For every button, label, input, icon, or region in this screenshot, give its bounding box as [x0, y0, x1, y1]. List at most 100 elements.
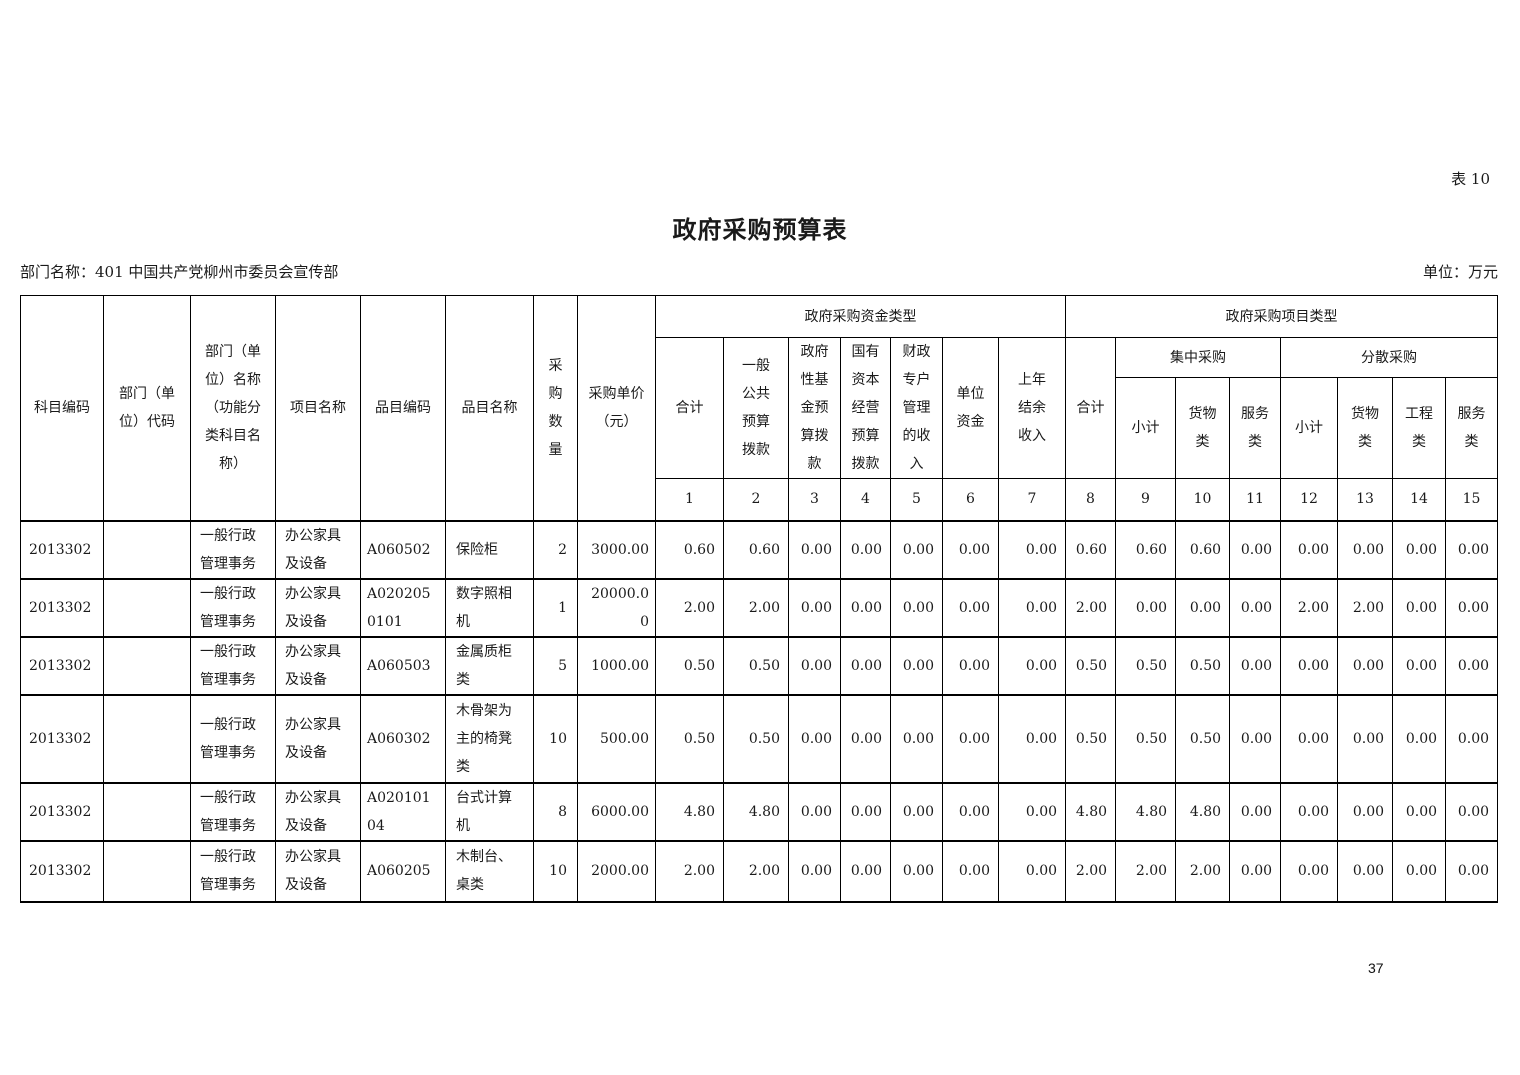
table-row: 2013302 一般行政管理事务 办公家具及设备 A060502 保险柜 2 3000.00…	[20, 519, 1499, 580]
table-cell: 0.00	[1445, 839, 1499, 903]
column-number: 1	[655, 478, 724, 522]
table-cell: 3000.00	[577, 519, 656, 580]
meta-row: 部门名称：401 中国共产党柳州市委员会宣传部 单位：万元	[20, 261, 1498, 282]
table-cell: 0.50	[1175, 693, 1231, 784]
table-cell: 0.00	[1115, 577, 1177, 638]
col-header-centralized-services: 服务类	[1229, 377, 1282, 479]
table-cell: 0.60	[1065, 519, 1117, 580]
table-cell: 0.60	[1175, 519, 1231, 580]
table-cell: 0.50	[1115, 635, 1177, 696]
table-cell: 0.00	[997, 839, 1067, 903]
table-cell: 2.00	[655, 839, 724, 903]
table-cell: 2013302	[20, 781, 104, 842]
table-cell: A060502	[360, 519, 446, 580]
column-number: 11	[1229, 478, 1282, 522]
table-cell: 0.00	[840, 519, 891, 580]
col-header-decentralized-subtotal: 小计	[1280, 377, 1339, 479]
table-cell: 0.00	[1337, 839, 1394, 903]
table-cell: 0.60	[655, 519, 724, 580]
column-number: 9	[1115, 478, 1177, 522]
table-cell: 1	[533, 577, 578, 638]
table-body: 2013302 一般行政管理事务 办公家具及设备 A060502 保险柜 2 3000.00…	[20, 519, 1499, 903]
table-cell: 0.00	[997, 577, 1067, 638]
table-cell: 2.00	[1115, 839, 1177, 903]
table-cell: 4.80	[1065, 781, 1117, 842]
table-cell: 0.50	[1175, 635, 1231, 696]
column-number: 12	[1280, 478, 1339, 522]
col-header-gov-fund: 政府性基金预算拨款	[788, 337, 841, 479]
column-number: 2	[723, 478, 789, 522]
column-number: 6	[942, 478, 999, 522]
table-cell: 0.00	[788, 839, 841, 903]
col-header-fiscal-account: 财政专户管理的收入	[890, 337, 943, 479]
table-cell: 0.00	[788, 781, 841, 842]
table-cell: 办公家具及设备	[275, 577, 361, 638]
table-cell: 4.80	[1115, 781, 1177, 842]
table-cell: 0.00	[1229, 693, 1282, 784]
table-cell: 0.00	[1337, 519, 1394, 580]
col-header-decentralized-goods: 货物类	[1337, 377, 1394, 479]
group-header-centralized: 集中采购	[1115, 337, 1282, 378]
table-cell: 0.00	[1337, 781, 1394, 842]
table-cell: 2.00	[655, 577, 724, 638]
col-header-item-name: 品目名称	[445, 295, 534, 521]
table-cell: 0.00	[1392, 577, 1447, 638]
table-row: 2013302 一般行政管理事务 办公家具及设备 A060302 木骨架为主的椅凳类 10…	[20, 693, 1499, 784]
table-cell: 台式计算机	[445, 781, 534, 842]
table-cell: 一般行政管理事务	[190, 635, 276, 696]
table-cell: 办公家具及设备	[275, 519, 361, 580]
table-cell: 0.50	[1065, 693, 1117, 784]
table-cell: 2013302	[20, 693, 104, 784]
col-header-decentralized-services: 服务类	[1445, 377, 1499, 479]
table-cell: 0.00	[788, 519, 841, 580]
header-row-subgroups: 合计 一般公共预算拨款 政府性基金预算拨款 国有资本经营预算拨款 财政专户管理的…	[21, 337, 1499, 479]
table-cell: 0.00	[890, 635, 943, 696]
table-cell: 0.00	[840, 781, 891, 842]
table-cell: 一般行政管理事务	[190, 693, 276, 784]
table-cell: 1000.00	[577, 635, 656, 696]
table-cell: 0.00	[890, 519, 943, 580]
table-cell: 0.00	[788, 577, 841, 638]
col-header-decentralized-works: 工程类	[1392, 377, 1447, 479]
page-title: 政府采购预算表	[672, 215, 848, 244]
table-cell: 木骨架为主的椅凳类	[445, 693, 534, 784]
table-cell: 2.00	[1280, 577, 1339, 638]
table-cell: 2013302	[20, 839, 104, 903]
table-row: 2013302 一般行政管理事务 办公家具及设备 A0202050101 数字照相机 1 2…	[20, 577, 1499, 638]
table-cell: 0.00	[1229, 781, 1282, 842]
table-cell: 0.00	[1392, 635, 1447, 696]
table-cell: 0.00	[1392, 519, 1447, 580]
table-cell: 0.00	[1280, 839, 1339, 903]
table-cell: 0.00	[1445, 577, 1499, 638]
table-cell: 0.00	[997, 693, 1067, 784]
col-header-general-budget: 一般公共预算拨款	[723, 337, 789, 479]
group-header-project-type: 政府采购项目类型	[1065, 295, 1499, 338]
table-cell: 0.60	[723, 519, 789, 580]
table-cell: 2.00	[1065, 839, 1117, 903]
table-cell: 0.00	[1280, 519, 1339, 580]
table-cell: 2	[533, 519, 578, 580]
table-cell: A02010104	[360, 781, 446, 842]
col-header-dept-code: 部门（单位）代码	[103, 295, 191, 521]
table-cell	[103, 577, 191, 638]
table-row: 2013302 一般行政管理事务 办公家具及设备 A02010104 台式计算机 8 600…	[20, 781, 1499, 842]
table-cell: 0.50	[655, 693, 724, 784]
table-cell: 0.00	[840, 693, 891, 784]
table-cell: 0.00	[1229, 839, 1282, 903]
table-cell: 2013302	[20, 577, 104, 638]
table-cell: 金属质柜类	[445, 635, 534, 696]
table-cell: 0.00	[942, 577, 999, 638]
table-cell: 0.00	[840, 839, 891, 903]
table-cell: 办公家具及设备	[275, 635, 361, 696]
table-cell: 2013302	[20, 635, 104, 696]
table-cell: 一般行政管理事务	[190, 839, 276, 903]
col-header-type-total: 合计	[1065, 337, 1117, 479]
table-cell: 0.50	[723, 635, 789, 696]
table-cell: 0.00	[1280, 693, 1339, 784]
table-cell: 10	[533, 839, 578, 903]
table-cell: 2.00	[723, 577, 789, 638]
table-cell: 8	[533, 781, 578, 842]
column-number: 8	[1065, 478, 1117, 522]
table-cell	[103, 635, 191, 696]
table-cell: A060205	[360, 839, 446, 903]
